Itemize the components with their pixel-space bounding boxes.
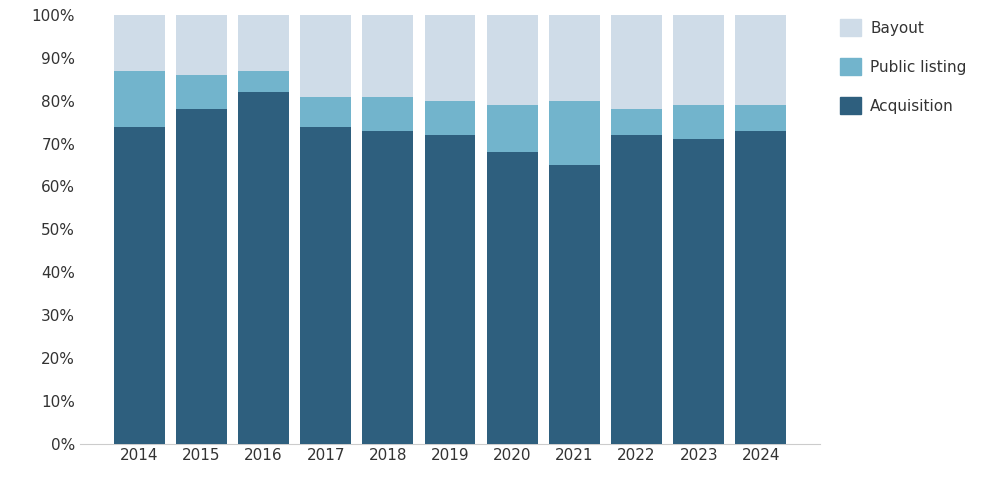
Bar [735, 105, 786, 131]
Bar [300, 97, 351, 127]
Bar [611, 135, 662, 444]
Bar [735, 131, 786, 444]
Bar [114, 15, 165, 71]
Bar [238, 15, 289, 71]
Bar [549, 15, 600, 101]
Bar [176, 15, 227, 75]
Bar [425, 135, 475, 444]
Bar [114, 127, 165, 444]
Bar [176, 75, 227, 109]
Bar [362, 15, 413, 97]
Legend: Bayout, Public listing, Acquisition: Bayout, Public listing, Acquisition [835, 14, 971, 119]
Bar [362, 131, 413, 444]
Bar [611, 109, 662, 135]
Bar [673, 140, 724, 444]
Bar [549, 165, 600, 444]
Bar [487, 105, 538, 152]
Bar [425, 101, 475, 135]
Bar [425, 15, 475, 101]
Bar [176, 109, 227, 444]
Bar [238, 92, 289, 444]
Bar [238, 71, 289, 92]
Bar [300, 127, 351, 444]
Bar [549, 101, 600, 165]
Bar [487, 15, 538, 105]
Bar [362, 97, 413, 131]
Bar [611, 15, 662, 109]
Bar [735, 15, 786, 105]
Bar [673, 105, 724, 140]
Bar [114, 71, 165, 127]
Bar [487, 152, 538, 444]
Bar [673, 15, 724, 105]
Bar [300, 15, 351, 97]
